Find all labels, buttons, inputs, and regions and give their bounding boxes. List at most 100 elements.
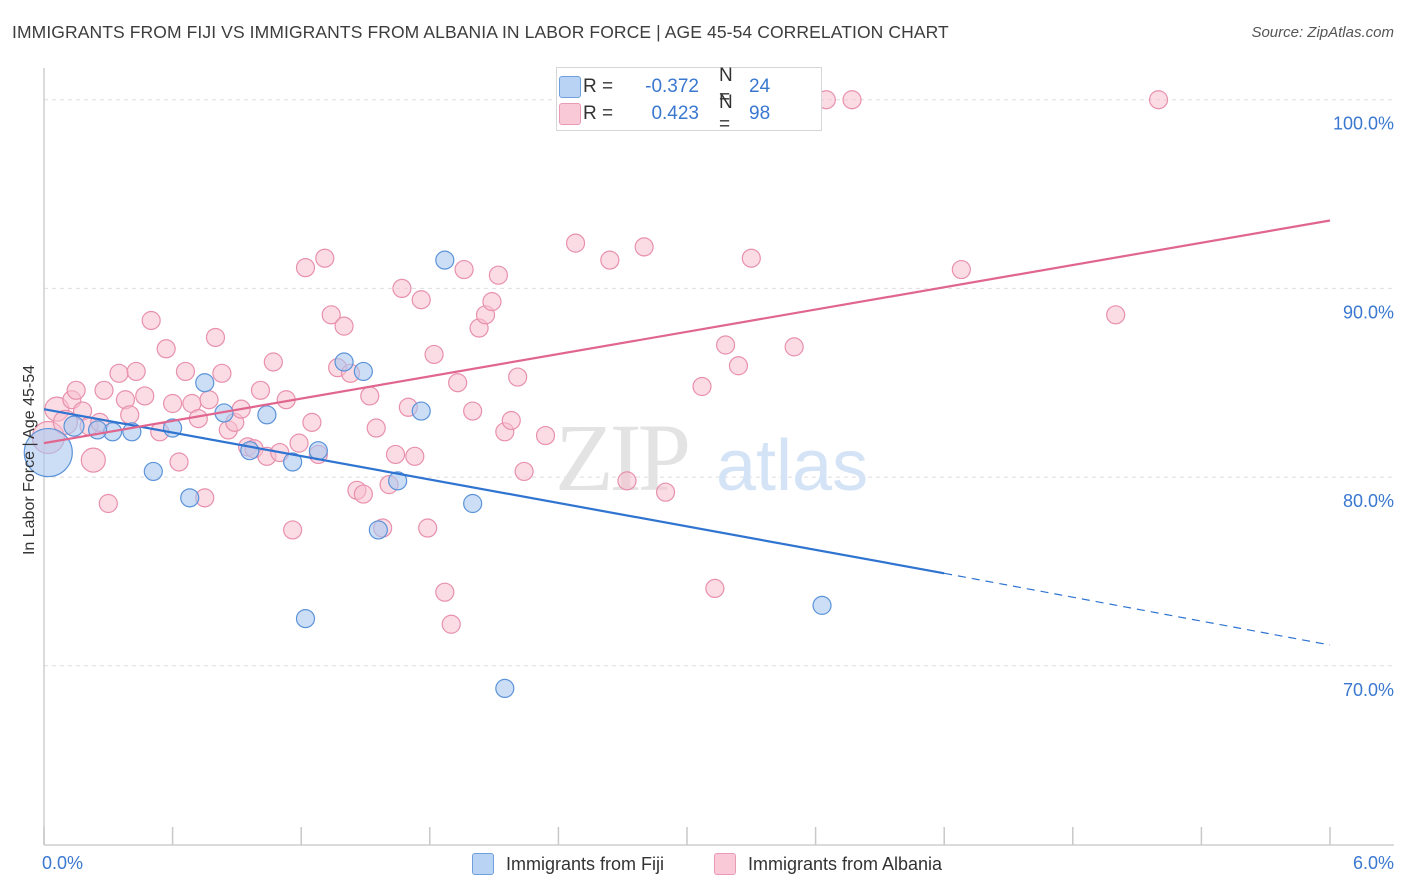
albania-point xyxy=(360,386,380,406)
fiji-point xyxy=(63,415,85,437)
albania-point xyxy=(842,90,862,110)
albania-point xyxy=(784,337,804,357)
albania-point xyxy=(163,393,183,414)
fiji-r-label: R = xyxy=(583,76,614,97)
albania-point xyxy=(514,461,534,482)
albania-point xyxy=(454,259,474,280)
albania-point xyxy=(508,367,528,387)
y-tick-label: 80.0% xyxy=(1343,491,1394,511)
fiji-point xyxy=(283,452,303,472)
fiji-r-value: -0.372 xyxy=(645,76,699,97)
y-axis-label: In Labor Force | Age 45-54 xyxy=(21,364,38,556)
albania-n-value: 98 xyxy=(749,103,771,124)
albania-point xyxy=(392,278,412,299)
fiji-legend-label: Immigrants from Fiji xyxy=(506,853,665,874)
albania-legend-swatch xyxy=(714,853,736,875)
albania-point xyxy=(617,471,637,491)
source-label: Source: ZipAtlas.com xyxy=(1251,24,1394,41)
albania-point xyxy=(405,446,425,466)
albania-point xyxy=(441,614,461,634)
albania-point xyxy=(424,344,444,365)
fiji-point xyxy=(295,608,316,629)
albania-point xyxy=(302,412,322,432)
x-tick-label: 6.0% xyxy=(1353,853,1394,873)
albania-point xyxy=(600,250,620,270)
fiji-point xyxy=(368,520,388,540)
fiji-point xyxy=(495,678,515,699)
watermark-atlas: atlas xyxy=(716,426,868,506)
albania-r-label: R = xyxy=(583,103,614,124)
albania-point xyxy=(283,520,303,540)
albania-r-value: 0.423 xyxy=(651,103,699,124)
albania-point xyxy=(435,582,455,602)
y-tick-label: 90.0% xyxy=(1343,302,1394,322)
albania-point xyxy=(169,452,189,472)
albania-point xyxy=(156,339,176,359)
albania-point xyxy=(501,410,521,431)
albania-point xyxy=(135,386,155,406)
albania-point xyxy=(66,380,86,400)
fiji-point xyxy=(143,461,163,482)
albania-point xyxy=(565,233,586,253)
albania-point xyxy=(385,444,406,465)
albania-point xyxy=(705,578,725,599)
fiji-point xyxy=(240,441,260,461)
fiji-point xyxy=(334,352,354,372)
albania-point xyxy=(411,290,431,310)
fiji-point xyxy=(812,595,832,615)
albania-point xyxy=(205,327,226,348)
fiji-n-value: 24 xyxy=(749,76,771,97)
albania-point xyxy=(263,352,283,372)
albania-point xyxy=(1106,305,1126,325)
albania-point xyxy=(418,518,438,538)
albania-point xyxy=(334,316,354,336)
albania-point xyxy=(212,363,232,383)
trend-lines xyxy=(43,219,1331,646)
albania-point xyxy=(98,493,118,514)
fiji-point xyxy=(463,493,483,514)
watermark: ZIP atlas xyxy=(555,404,868,511)
albania-point xyxy=(353,484,373,504)
fiji-trend-extension xyxy=(944,572,1331,646)
albania-point xyxy=(120,405,140,425)
albania-point xyxy=(692,376,712,397)
fiji-trend-line xyxy=(43,408,945,575)
bottom-legend-albania: Immigrants from Albania xyxy=(714,852,942,876)
fiji-point xyxy=(180,488,200,508)
fiji-point xyxy=(353,361,373,382)
fiji-point xyxy=(435,250,455,270)
albania-point xyxy=(250,380,271,400)
albania-trend-line xyxy=(43,219,1331,445)
albania-swatch xyxy=(559,103,581,125)
albania-point xyxy=(94,380,114,400)
albania-point xyxy=(141,310,161,331)
fiji-n-label: N = xyxy=(719,65,733,108)
fiji-swatch xyxy=(559,76,581,98)
albania-point xyxy=(482,292,502,312)
albania-point xyxy=(315,248,335,268)
legend-row-albania: R = 0.423 N = 98 xyxy=(559,92,771,135)
albania-point xyxy=(488,265,508,285)
albania-point xyxy=(1148,90,1169,110)
fiji-point xyxy=(257,405,277,425)
albania-point xyxy=(448,373,468,393)
y-tick-label: 100.0% xyxy=(1333,114,1394,134)
albania-point xyxy=(321,305,341,325)
albania-point xyxy=(109,363,129,383)
albania-point xyxy=(728,356,749,376)
albania-point xyxy=(366,418,386,438)
albania-legend-label: Immigrants from Albania xyxy=(748,853,943,874)
albania-point xyxy=(80,447,106,473)
albania-point xyxy=(741,248,761,268)
albania-point xyxy=(289,433,309,453)
albania-point xyxy=(126,361,146,382)
fiji-point xyxy=(195,373,215,393)
albania-point xyxy=(951,259,971,280)
fiji-point xyxy=(87,420,108,440)
albania-point xyxy=(463,401,483,421)
fiji-point xyxy=(388,471,408,491)
tick-labels: 100.0% 90.0% 80.0% 70.0% 0.0% 6.0% xyxy=(42,114,1394,873)
y-tick-label: 70.0% xyxy=(1343,680,1394,700)
albania-point xyxy=(655,482,676,502)
chart-title: IMMIGRANTS FROM FIJI VS IMMIGRANTS FROM … xyxy=(12,22,949,42)
